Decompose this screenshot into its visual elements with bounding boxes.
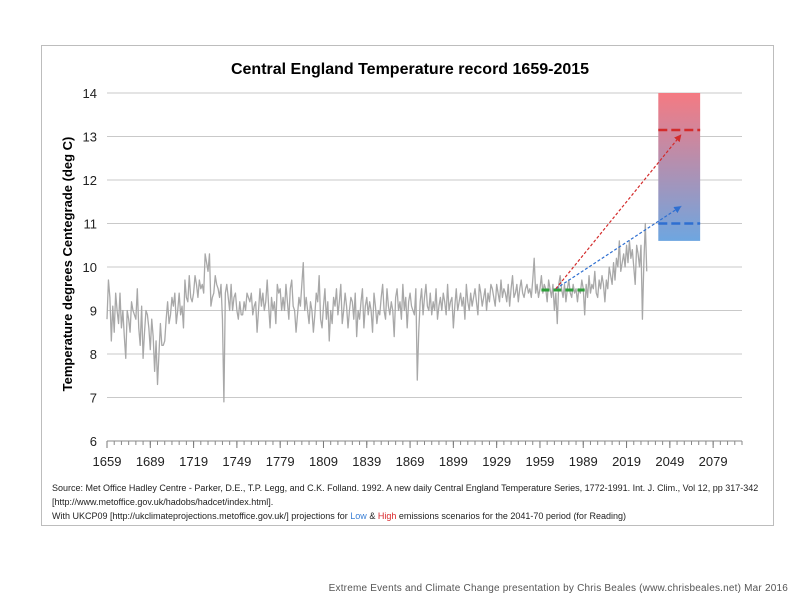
chart: Central England Temperature record 1659-… (60, 61, 743, 469)
footer-credit: Extreme Events and Climate Change presen… (328, 583, 788, 594)
x-tick-label: 1959 (525, 454, 554, 469)
projection-note-prefix: With UKCP09 [http://ukclimateprojections… (52, 511, 351, 521)
x-tick-labels: 1659 1689 1719 1749 1779 1809 1839 1869 1899 1929… (93, 454, 728, 469)
y-tick-label: 13 (83, 130, 97, 145)
y-tick-label: 10 (83, 260, 97, 275)
projection-range-band (658, 93, 701, 241)
projection-note-suffix: emissions scenarios for the 2041-70 peri… (396, 511, 626, 521)
y-axis-label: Temperature degrees Centegrade (deg C) (60, 137, 75, 392)
x-tick-label: 1659 (93, 454, 122, 469)
overlay-group (541, 128, 701, 292)
y-tick-label: 8 (90, 347, 97, 362)
x-tick-label: 1689 (136, 454, 165, 469)
source-citation: Source: Met Office Hadley Centre - Parke… (52, 483, 759, 507)
temperature-series-line (106, 222, 648, 403)
ampersand: & (366, 511, 378, 521)
x-tick-label: 1989 (569, 454, 598, 469)
projection-band-group (658, 93, 701, 241)
low-projection-arrow (555, 205, 682, 290)
high-projection-arrow (555, 133, 682, 290)
chart-title: Central England Temperature record 1659-… (231, 61, 589, 78)
x-tick-label: 2019 (612, 454, 641, 469)
gridlines (106, 92, 743, 448)
high-scenario-label: High (377, 511, 397, 521)
y-tick-label: 9 (90, 304, 97, 319)
series-group (106, 222, 648, 403)
x-tick-label: 1809 (309, 454, 338, 469)
x-tick-label: 1839 (352, 454, 381, 469)
y-tick-label: 6 (90, 434, 97, 449)
y-tick-labels: 6 7 8 9 10 11 12 13 14 (83, 86, 97, 449)
x-tick-label: 1779 (266, 454, 295, 469)
x-tick-label: 2049 (655, 454, 684, 469)
x-tick-label: 1749 (222, 454, 251, 469)
y-tick-label: 14 (83, 86, 97, 101)
x-tick-label: 1719 (179, 454, 208, 469)
x-tick-label: 1899 (439, 454, 468, 469)
projection-note: With UKCP09 [http://ukclimateprojections… (52, 509, 772, 523)
y-tick-label: 7 (90, 391, 97, 406)
low-scenario-label: Low (350, 511, 367, 521)
source-note: Source: Met Office Hadley Centre - Parke… (52, 481, 772, 523)
x-tick-label: 1929 (482, 454, 511, 469)
chart-panel: Central England Temperature record 1659-… (41, 45, 774, 526)
y-tick-label: 12 (83, 173, 97, 188)
y-tick-label: 11 (84, 217, 98, 232)
x-tick-label: 2079 (699, 454, 728, 469)
x-tick-label: 1869 (396, 454, 425, 469)
